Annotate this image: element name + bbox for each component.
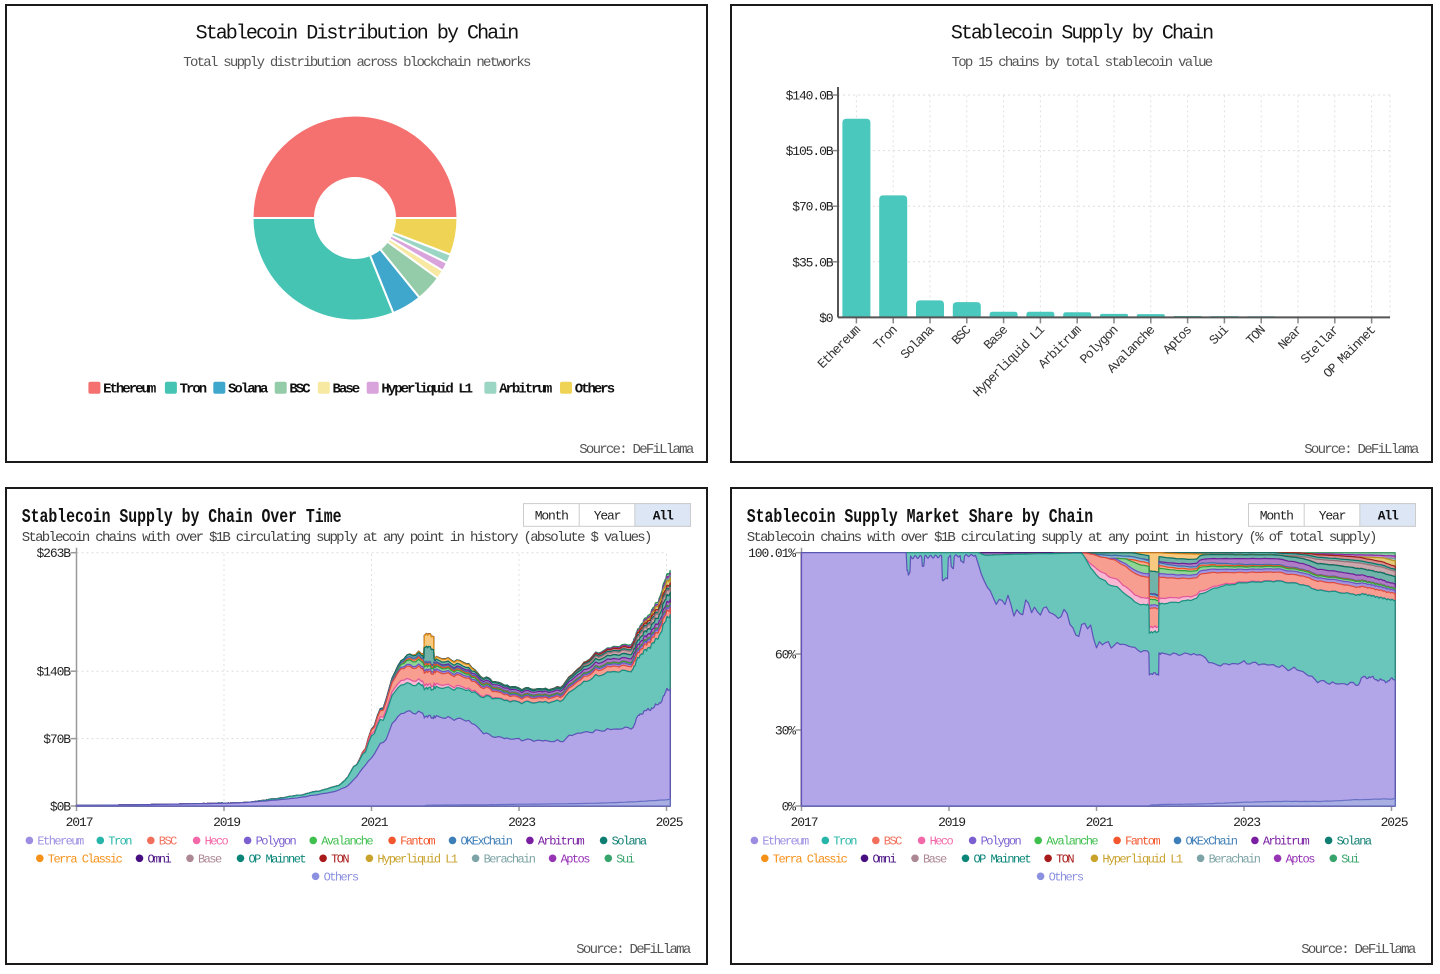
svg-text:2025: 2025 bbox=[656, 815, 683, 830]
svg-text:Stablecoin chains with over $1: Stablecoin chains with over $1B circulat… bbox=[747, 530, 1376, 546]
svg-text:0%: 0% bbox=[782, 800, 797, 815]
svg-text:Arbitrum: Arbitrum bbox=[1263, 835, 1310, 849]
svg-text:Terra Classic: Terra Classic bbox=[773, 853, 848, 867]
svg-text:2021: 2021 bbox=[361, 815, 389, 830]
svg-text:Solana: Solana bbox=[612, 835, 647, 849]
svg-text:Stablecoin Supply by Chain: Stablecoin Supply by Chain bbox=[951, 23, 1213, 46]
svg-text:$140B: $140B bbox=[36, 665, 71, 680]
svg-text:2019: 2019 bbox=[213, 815, 240, 830]
svg-text:$263B: $263B bbox=[36, 546, 71, 561]
svg-text:Near: Near bbox=[1275, 323, 1305, 353]
svg-text:Hyperliquid L1: Hyperliquid L1 bbox=[377, 853, 457, 867]
svg-text:Solana: Solana bbox=[1337, 835, 1372, 849]
svg-text:OP Mainnet: OP Mainnet bbox=[974, 853, 1031, 867]
svg-text:2023: 2023 bbox=[508, 815, 535, 830]
svg-text:All: All bbox=[1378, 509, 1399, 524]
svg-text:BSC: BSC bbox=[949, 322, 975, 348]
svg-text:Solana: Solana bbox=[898, 322, 938, 362]
svg-text:Year: Year bbox=[1319, 509, 1346, 524]
svg-text:Year: Year bbox=[594, 509, 621, 524]
svg-text:Avalanche: Avalanche bbox=[1046, 835, 1098, 849]
svg-text:Aptos: Aptos bbox=[561, 853, 591, 867]
svg-text:OP Mainnet: OP Mainnet bbox=[249, 853, 306, 867]
svg-text:Arbitrum: Arbitrum bbox=[499, 382, 552, 398]
svg-text:OKExChain: OKExChain bbox=[461, 835, 513, 849]
svg-text:Source: DeFiLlama: Source: DeFiLlama bbox=[1304, 442, 1419, 458]
svg-text:Tron: Tron bbox=[180, 382, 207, 398]
svg-text:30%: 30% bbox=[775, 724, 796, 739]
svg-text:Polygon: Polygon bbox=[256, 835, 297, 849]
svg-text:TON: TON bbox=[1243, 323, 1268, 348]
svg-text:Base: Base bbox=[981, 323, 1011, 353]
svg-text:2017: 2017 bbox=[791, 815, 818, 830]
svg-text:Fantom: Fantom bbox=[400, 835, 435, 849]
svg-text:$0: $0 bbox=[819, 311, 833, 326]
svg-text:Sui: Sui bbox=[1341, 853, 1359, 867]
svg-text:$35.0B: $35.0B bbox=[792, 255, 834, 270]
svg-text:Stablecoin Supply by Chain Ove: Stablecoin Supply by Chain Over Time bbox=[22, 507, 342, 528]
svg-text:100.01%: 100.01% bbox=[748, 546, 796, 561]
svg-text:Ethereum: Ethereum bbox=[37, 835, 84, 849]
svg-text:Hyperliquid L1: Hyperliquid L1 bbox=[381, 382, 472, 398]
svg-text:Fantom: Fantom bbox=[1125, 835, 1160, 849]
svg-text:Sui: Sui bbox=[616, 853, 634, 867]
svg-text:Heco: Heco bbox=[930, 835, 954, 849]
svg-text:Source: DeFiLlama: Source: DeFiLlama bbox=[579, 442, 694, 458]
svg-text:TON: TON bbox=[331, 853, 349, 867]
svg-text:Berachain: Berachain bbox=[484, 853, 536, 867]
svg-text:Polygon: Polygon bbox=[981, 835, 1022, 849]
svg-text:Others: Others bbox=[324, 871, 359, 885]
svg-text:Others: Others bbox=[575, 382, 615, 398]
svg-text:Sui: Sui bbox=[1206, 322, 1232, 348]
svg-text:Tron: Tron bbox=[870, 323, 900, 353]
svg-text:60%: 60% bbox=[775, 648, 796, 663]
svg-text:Base: Base bbox=[923, 853, 947, 867]
svg-text:$140.0B: $140.0B bbox=[786, 89, 834, 104]
svg-text:2019: 2019 bbox=[938, 815, 965, 830]
svg-text:Base: Base bbox=[198, 853, 222, 867]
svg-text:BSC: BSC bbox=[159, 835, 177, 849]
svg-text:Tron: Tron bbox=[108, 835, 132, 849]
svg-text:Total supply distribution acro: Total supply distribution across blockch… bbox=[183, 55, 531, 71]
svg-text:Ethereum: Ethereum bbox=[103, 382, 156, 398]
svg-text:$105.0B: $105.0B bbox=[786, 144, 834, 159]
svg-text:Month: Month bbox=[1260, 509, 1293, 524]
svg-text:Terra Classic: Terra Classic bbox=[48, 853, 123, 867]
svg-text:$70B: $70B bbox=[43, 732, 71, 747]
svg-text:Heco: Heco bbox=[205, 835, 229, 849]
svg-text:Tron: Tron bbox=[833, 835, 857, 849]
svg-text:Source: DeFiLlama: Source: DeFiLlama bbox=[1301, 942, 1416, 958]
svg-text:Avalanche: Avalanche bbox=[321, 835, 373, 849]
svg-text:Stablecoin Distribution by Cha: Stablecoin Distribution by Chain bbox=[196, 23, 519, 46]
svg-text:BSC: BSC bbox=[884, 835, 902, 849]
svg-text:2017: 2017 bbox=[66, 815, 93, 830]
svg-text:Month: Month bbox=[535, 509, 568, 524]
svg-text:All: All bbox=[653, 509, 674, 524]
svg-text:Base: Base bbox=[333, 382, 360, 398]
svg-text:2025: 2025 bbox=[1381, 815, 1408, 830]
svg-text:Stablecoin chains with over $1: Stablecoin chains with over $1B circulat… bbox=[22, 530, 651, 546]
svg-text:OKExChain: OKExChain bbox=[1186, 835, 1238, 849]
svg-text:Hyperliquid L1: Hyperliquid L1 bbox=[1102, 853, 1182, 867]
svg-text:Aptos: Aptos bbox=[1286, 853, 1316, 867]
svg-text:Ethereum: Ethereum bbox=[815, 322, 864, 371]
svg-text:BSC: BSC bbox=[289, 382, 311, 398]
svg-text:$70.0B: $70.0B bbox=[792, 200, 834, 215]
svg-text:Arbitrum: Arbitrum bbox=[538, 835, 585, 849]
svg-text:TON: TON bbox=[1056, 853, 1074, 867]
svg-text:Solana: Solana bbox=[228, 382, 269, 398]
svg-text:2021: 2021 bbox=[1086, 815, 1114, 830]
svg-text:Ethereum: Ethereum bbox=[762, 835, 809, 849]
svg-text:Source: DeFiLlama: Source: DeFiLlama bbox=[576, 942, 691, 958]
svg-text:Top 15 chains by total stablec: Top 15 chains by total stablecoin value bbox=[952, 55, 1213, 71]
svg-text:Berachain: Berachain bbox=[1209, 853, 1261, 867]
svg-text:Omni: Omni bbox=[873, 853, 897, 867]
svg-text:Omni: Omni bbox=[148, 853, 172, 867]
svg-text:$0B: $0B bbox=[50, 800, 71, 815]
svg-text:Aptos: Aptos bbox=[1160, 323, 1195, 358]
svg-text:Others: Others bbox=[1049, 871, 1084, 885]
svg-text:Stablecoin Supply Market Share: Stablecoin Supply Market Share by Chain bbox=[747, 507, 1093, 528]
svg-text:2023: 2023 bbox=[1233, 815, 1260, 830]
